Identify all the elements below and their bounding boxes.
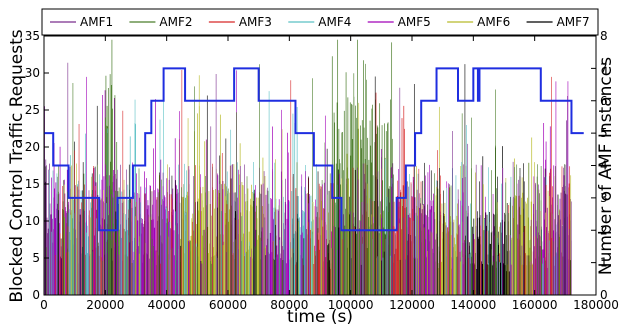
y-left-tick-label: 10 — [25, 214, 40, 228]
legend-label-amf5: AMF5 — [398, 15, 431, 29]
legend-label-amf2: AMF2 — [159, 15, 192, 29]
x-axis: 0 20000 40000 60000 80000 100000 120000 140000 1… — [40, 36, 619, 312]
y-right-tick-label: 0 — [600, 288, 608, 302]
legend-label-amf1: AMF1 — [80, 15, 113, 29]
x-tick-label: 40000 — [148, 298, 186, 312]
y-axis-left: 0 5 10 15 20 25 30 35 — [25, 29, 49, 302]
y-right-tick-label: 2 — [600, 223, 608, 237]
y-left-tick-label: 35 — [25, 29, 40, 43]
spike-series-group — [43, 39, 572, 295]
x-tick-label: 60000 — [209, 298, 247, 312]
y-right-tick-label: 3 — [600, 191, 608, 205]
y-left-tick-label: 25 — [25, 103, 40, 117]
legend-label-amf4: AMF4 — [318, 15, 351, 29]
instances-step-group — [44, 67, 584, 232]
instances-step-line — [44, 67, 584, 232]
x-tick-label: 180000 — [573, 298, 619, 312]
legend-label-amf6: AMF6 — [477, 15, 510, 29]
y-left-tick-label: 30 — [25, 66, 40, 80]
x-tick-label: 140000 — [450, 298, 496, 312]
x-tick-label: 20000 — [86, 298, 124, 312]
x-tick-label: 80000 — [270, 298, 308, 312]
y-axis-left-title: Blocked Control Traffic Requests — [7, 29, 27, 302]
y-right-tick-label: 5 — [600, 126, 608, 140]
x-axis-title: time (s) — [287, 307, 353, 326]
y-right-tick-label: 6 — [600, 94, 608, 108]
legend-label-amf7: AMF7 — [557, 15, 590, 29]
x-tick-label: 100000 — [328, 298, 374, 312]
y-right-tick-label: 4 — [600, 159, 608, 173]
y-right-tick-label: 1 — [600, 256, 608, 270]
legend-label-amf3: AMF3 — [239, 15, 272, 29]
y-right-tick-label: 8 — [600, 29, 608, 43]
y-left-tick-label: 5 — [32, 251, 40, 265]
y-left-tick-label: 20 — [25, 140, 40, 154]
spike-overlay — [45, 62, 572, 295]
y-left-tick-label: 0 — [32, 288, 40, 302]
x-tick-label: 160000 — [512, 298, 558, 312]
x-tick-label: 120000 — [389, 298, 435, 312]
y-left-tick-label: 15 — [25, 177, 40, 191]
y-axis-right: 0 1 2 3 4 5 6 7 8 — [591, 29, 608, 302]
x-tick-label: 0 — [40, 298, 48, 312]
y-right-tick-label: 7 — [600, 61, 608, 75]
legend: AMF1 AMF2 AMF3 AMF4 AMF5 AMF6 AMF7 — [41, 8, 599, 36]
y-axis-right-title: Number of AMF Instances — [596, 57, 616, 275]
